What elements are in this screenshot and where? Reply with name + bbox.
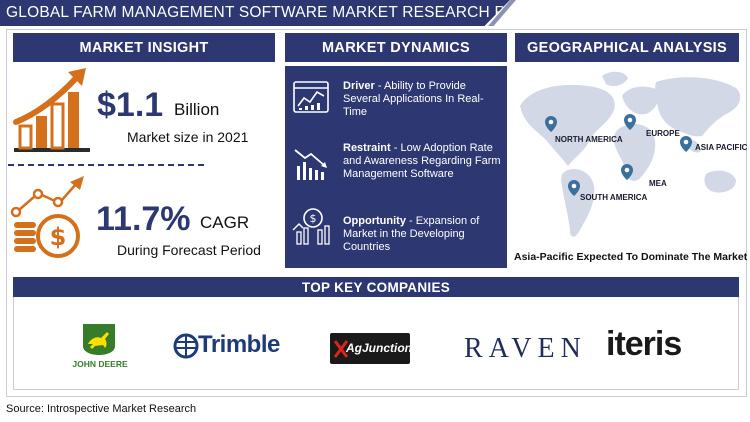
region-label-asia-pacific: ASIA PACIFIC bbox=[695, 143, 748, 152]
market-insight-heading: MARKET INSIGHT bbox=[13, 33, 275, 62]
insight-divider bbox=[8, 164, 204, 166]
agjunction-logo: AgJunction bbox=[330, 333, 412, 364]
driver-text: Driver - Ability to Provide Several Appl… bbox=[343, 80, 484, 118]
cagr-caption: During Forecast Period bbox=[117, 242, 261, 258]
trimble-logo: Trimble bbox=[198, 331, 280, 358]
content-frame bbox=[6, 29, 747, 397]
opportunity-icon: $ bbox=[292, 208, 330, 245]
money-growth-icon: $ bbox=[10, 176, 84, 258]
declining-chart-icon bbox=[294, 149, 327, 180]
market-dynamics-panel: Driver - Ability to Provide Several Appl… bbox=[285, 66, 507, 268]
trimble-globe-icon bbox=[173, 333, 199, 359]
cagr-unit: CAGR bbox=[200, 213, 250, 232]
agjunction-wordmark: AgJunction bbox=[346, 341, 412, 355]
deer-emblem-icon bbox=[83, 324, 115, 355]
region-label-north-america: NORTH AMERICA bbox=[555, 135, 623, 144]
john-deere-wordmark: JOHN DEERE bbox=[72, 359, 128, 369]
region-label-europe: EUROPE bbox=[646, 129, 680, 138]
page-title: GLOBAL FARM MANAGEMENT SOFTWARE MARKET R… bbox=[6, 4, 560, 21]
title-banner: GLOBAL FARM MANAGEMENT SOFTWARE MARKET R… bbox=[0, 0, 510, 26]
region-label-south-america: SOUTH AMERICA bbox=[580, 193, 648, 202]
iteris-logo: iteris bbox=[606, 325, 682, 363]
dashboard-icon bbox=[293, 81, 329, 113]
john-deere-logo: JOHN DEERE bbox=[62, 322, 138, 372]
market-size-value: $1.1 bbox=[97, 86, 164, 124]
restraint-text: Restraint - Low Adoption Rate and Awaren… bbox=[343, 142, 501, 180]
opportunity-text: Opportunity - Expansion of Market in the… bbox=[343, 215, 480, 253]
growth-chart-icon bbox=[13, 68, 90, 152]
svg-text:$: $ bbox=[50, 223, 67, 251]
svg-text:$: $ bbox=[310, 212, 317, 225]
market-dynamics-heading: MARKET DYNAMICS bbox=[285, 33, 507, 62]
geographical-analysis-heading: GEOGRAPHICAL ANALYSIS bbox=[515, 33, 739, 62]
raven-logo: RAVEN bbox=[464, 333, 587, 364]
agjunction-x-icon bbox=[334, 340, 348, 358]
geography-caption: Asia-Pacific Expected To Dominate The Ma… bbox=[514, 251, 748, 263]
top-key-companies-heading: TOP KEY COMPANIES bbox=[13, 277, 739, 297]
cagr-value: 11.7% bbox=[96, 200, 191, 238]
world-map bbox=[520, 71, 741, 237]
market-size-unit: Billion bbox=[174, 100, 220, 119]
source-note: Source: Introspective Market Research bbox=[6, 403, 197, 415]
region-label-mea: MEA bbox=[649, 179, 667, 188]
market-size-caption: Market size in 2021 bbox=[127, 129, 249, 145]
